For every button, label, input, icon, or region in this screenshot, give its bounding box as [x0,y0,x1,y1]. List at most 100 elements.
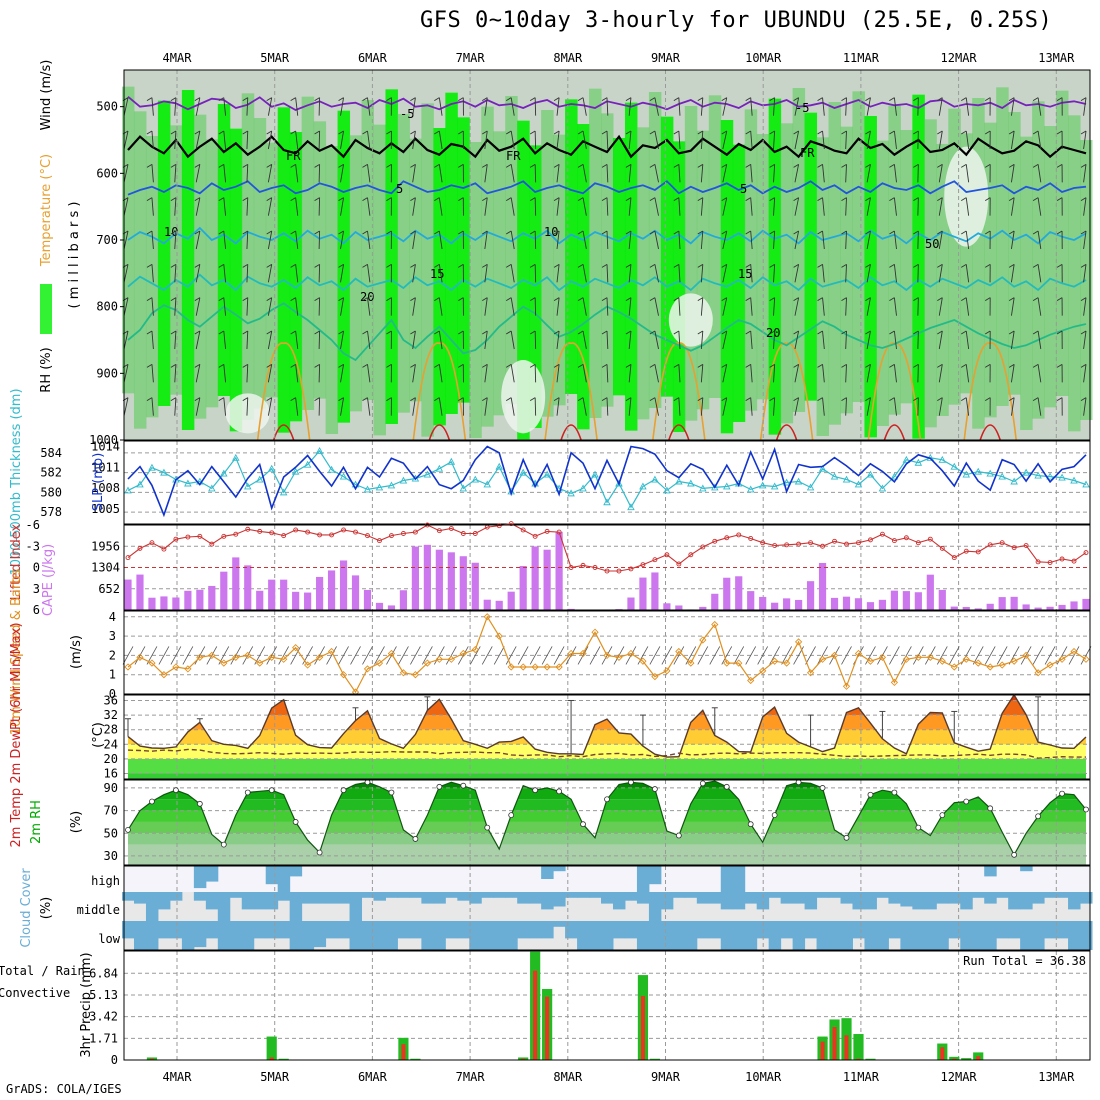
wind-barb [438,130,443,150]
thickness-point [435,464,444,472]
cape-bar [363,589,372,610]
wind-barb [295,364,299,383]
wind-barb-flag [1008,263,1015,268]
wind-barb-flag [338,330,344,335]
wind-barb [484,297,488,316]
wind-barb-flag [1056,397,1063,402]
wind-speed-point [148,659,156,667]
cloud-cell [624,921,638,939]
wind-barb [267,264,273,283]
wind-barb-flag [961,397,967,402]
cape-bar [124,579,132,610]
date-tick-label-top: 4MAR [163,51,193,65]
wind-barb-flag [649,230,656,235]
cloud-cell [481,921,494,950]
cloud-cell [852,921,865,939]
wind-barb [965,330,970,350]
precip-frame [123,950,1091,1061]
cloud-cell [325,921,339,939]
wind-barb-flag [146,97,153,102]
wind-barb [606,297,609,316]
wind-barb-flag [218,263,225,268]
wind-barb [340,164,344,183]
wind-barb [654,230,659,250]
rh-column [828,102,842,425]
wind-barb-flag [410,163,416,168]
wind-barb-flag [625,263,632,268]
cloud-cell [852,892,865,910]
wind-barb [246,164,249,183]
upper-air-frame [123,69,1091,441]
wind-barb [678,297,681,316]
pressure-tick-label: 900 [96,366,118,380]
cape-bar [914,592,922,610]
wind-barb [845,297,847,316]
wind-speed-point [890,678,899,687]
cape-bar [531,546,539,610]
wind-barb [223,330,227,350]
wind-barb-flag [194,330,201,335]
cloud-cell [888,921,901,939]
lifted-index-point [460,531,466,536]
surface-wind-barb [445,646,457,665]
wind-barb-flag [793,197,799,202]
rh-point [268,787,275,794]
surface-wind-barb [1032,646,1044,665]
lifted-index-point [520,527,526,533]
thickness-point [148,463,156,471]
cape-bar [998,597,1006,610]
cloud-cell [732,921,746,950]
wind-barb [582,197,587,216]
cape-bar [1022,604,1030,610]
surface-wind-barb [493,646,505,665]
rh-column [133,111,147,429]
wind-barb-flag [769,163,775,168]
cloud-cell [373,892,386,901]
lifted-index-point [676,561,682,567]
wind-barb [678,97,681,116]
wind-barb-flag [865,97,871,102]
rh-column [792,88,806,412]
wind-barb-flag [961,130,967,135]
wind-barb [151,230,154,250]
wind-barb-flag [170,230,177,235]
wind-barb-flag [194,163,201,168]
wind-barb [628,130,632,150]
wind-speed-point [759,667,767,675]
cape-bar [627,597,635,610]
wind-barb-flag [529,397,536,402]
rh-column [553,134,566,406]
lifted-index-point [724,535,730,541]
wind-barb [267,130,273,150]
cape-bar [567,608,575,610]
thickness-tick-label: 584 [40,446,62,460]
wind-barb-flag [913,363,919,368]
wind-barb-flag [793,263,799,268]
wind-barb-flag [553,230,560,235]
date-tick-label-bottom: 10MAR [745,1070,782,1084]
temp-dewpt-axis-label: 2m Temp 2m DewPt (6hr Min/Max) [9,622,24,847]
wind-barb [773,330,776,350]
wind-barb [151,264,154,283]
rh-point [939,812,946,819]
wind-barb [367,97,371,116]
cloud-cell [181,921,195,950]
wind-barb-flag [482,363,488,368]
wind-barb [845,230,847,250]
wind-barb-flag [961,163,967,168]
wind-barb [700,397,704,416]
wind-barb-flag [434,130,440,135]
cloud-cell [445,892,458,898]
cloud-cell [145,921,159,950]
wind-barb-flag [362,130,368,135]
rh-column [217,104,231,396]
wind-barb [582,330,587,350]
cloud-cell [720,866,734,892]
wind-barb-flag [529,363,536,368]
thickness-point [495,462,503,470]
wind-tick-label: 2 [109,648,116,662]
wind-barb [794,230,800,250]
cloud-cell [912,892,925,910]
wind-barb-flag [721,163,727,168]
